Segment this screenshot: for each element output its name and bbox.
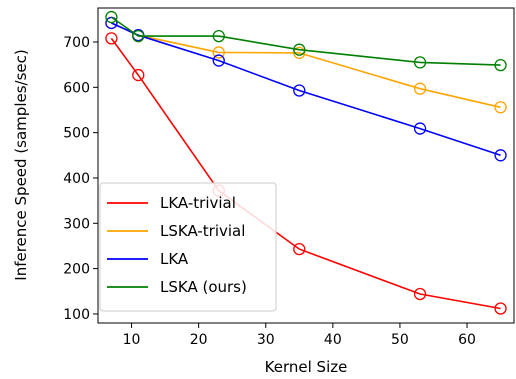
y-tick-label: 500 [63,126,90,142]
series-3 [105,10,507,72]
series-line [110,16,501,66]
legend: LKA-trivial LSKA-trivial LKA LSKA (ours) [99,182,277,312]
data-point [132,68,145,82]
data-point [105,32,118,45]
data-point [413,287,427,301]
y-axis-ticks: 100 200 300 400 500 600 700 [63,35,98,323]
data-point [413,82,427,95]
x-tick-label: 10 [123,332,141,348]
series-1 [105,16,507,114]
data-point [494,101,507,114]
y-axis-label: Inference Speed (samples/sec) [12,49,30,280]
x-tick-label: 30 [257,332,275,348]
y-tick-label: 400 [63,171,90,187]
data-point [494,58,507,72]
x-tick-label: 50 [391,332,409,348]
legend-label: LKA-trivial [160,194,236,212]
x-tick-label: 60 [458,332,476,348]
y-tick-label: 200 [63,262,90,278]
y-tick-label: 300 [63,216,90,232]
data-point [413,56,427,69]
data-point [132,29,145,43]
x-tick-label: 20 [190,332,208,348]
data-point [293,242,306,256]
series-line [111,22,501,157]
plot-frame [97,7,515,324]
legend-label: LKA [160,250,189,268]
data-point [293,46,306,60]
x-axis-ticks: 10 20 30 40 50 60 [123,323,476,348]
data-point [293,43,306,56]
data-point [494,149,507,162]
data-point [212,54,225,67]
y-tick-label: 700 [63,35,90,51]
data-point [212,46,225,59]
data-point [413,122,427,135]
legend-label: LSKA-trivial [160,222,245,240]
y-tick-label: 100 [63,307,90,323]
series-2 [105,16,507,162]
data-point [494,302,507,315]
data-point [293,84,306,97]
x-axis-label: Kernel Size [265,358,348,376]
legend-label: LSKA (ours) [160,278,247,296]
legend-box [99,182,277,312]
y-tick-label: 600 [63,80,90,96]
data-point [212,29,225,43]
x-tick-label: 40 [324,332,342,348]
data-point [105,10,118,24]
